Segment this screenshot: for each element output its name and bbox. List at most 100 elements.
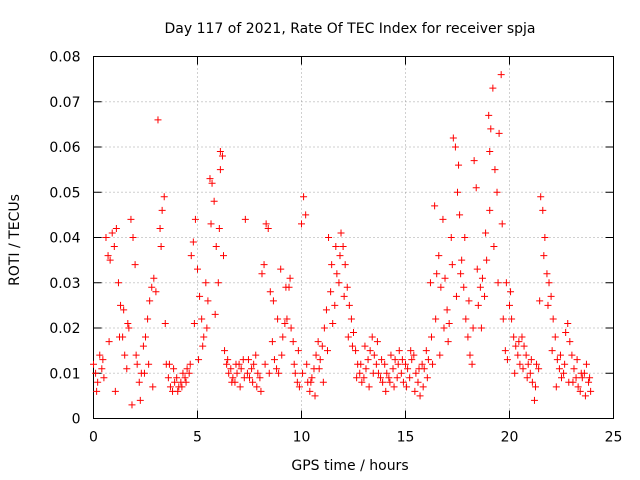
data-point	[398, 356, 406, 364]
data-point	[277, 265, 285, 273]
data-point	[165, 360, 173, 368]
data-point	[228, 378, 236, 386]
data-point	[253, 383, 261, 391]
data-point	[486, 206, 494, 214]
data-point	[237, 365, 245, 373]
data-point	[390, 383, 398, 391]
data-point	[252, 351, 260, 359]
data-point	[210, 197, 218, 205]
data-point	[229, 374, 237, 382]
data-point	[244, 356, 252, 364]
data-point	[150, 274, 158, 282]
data-point	[202, 279, 210, 287]
data-point	[352, 347, 360, 355]
data-point	[553, 356, 561, 364]
data-point	[157, 243, 165, 251]
data-point	[457, 270, 465, 278]
data-point	[121, 351, 129, 359]
chart-title: Day 117 of 2021, Rate Of TEC Index for r…	[164, 21, 535, 37]
data-point	[278, 351, 286, 359]
data-point	[282, 283, 290, 291]
data-point	[315, 365, 323, 373]
x-tick-label: 10	[293, 430, 311, 446]
data-point	[221, 347, 229, 355]
data-point	[482, 229, 490, 237]
data-point	[139, 342, 147, 350]
data-point	[295, 383, 303, 391]
data-point	[419, 383, 427, 391]
data-point	[327, 288, 335, 296]
data-point	[170, 365, 178, 373]
data-point	[364, 356, 372, 364]
data-point	[149, 383, 157, 391]
data-point	[243, 369, 251, 377]
data-point	[377, 374, 385, 382]
data-point	[502, 279, 510, 287]
data-point	[189, 238, 197, 246]
data-point	[92, 369, 100, 377]
data-point	[108, 229, 116, 237]
x-tick-label: 0	[89, 430, 98, 446]
data-point	[100, 374, 108, 382]
data-point	[248, 365, 256, 373]
data-point	[560, 369, 568, 377]
data-point	[142, 333, 149, 341]
data-point	[146, 297, 154, 305]
data-point	[406, 374, 414, 382]
data-point	[124, 319, 132, 327]
data-point	[158, 206, 166, 214]
data-point	[581, 392, 589, 400]
data-point	[152, 288, 160, 296]
data-point	[311, 392, 319, 400]
data-point	[224, 356, 232, 364]
data-point	[216, 148, 224, 156]
data-point	[256, 374, 264, 382]
data-point	[464, 333, 472, 341]
data-point	[545, 279, 553, 287]
data-point	[516, 360, 524, 368]
data-point	[287, 324, 295, 332]
data-point	[393, 374, 401, 382]
data-point	[576, 387, 584, 395]
data-point	[333, 270, 341, 278]
data-point	[362, 365, 370, 373]
data-point	[518, 333, 526, 341]
data-point	[135, 378, 143, 386]
y-tick-label: 0.01	[49, 366, 80, 382]
data-point	[302, 211, 310, 219]
data-point	[319, 378, 327, 386]
data-point	[356, 369, 364, 377]
data-point	[468, 360, 476, 368]
data-point	[507, 288, 515, 296]
data-point	[98, 365, 106, 373]
data-point	[337, 229, 345, 237]
data-point	[423, 374, 431, 382]
data-point	[432, 315, 440, 323]
data-point	[522, 351, 530, 359]
data-point	[241, 215, 249, 223]
data-point	[283, 315, 291, 323]
y-tick-label: 0.02	[49, 321, 80, 337]
data-point	[515, 338, 523, 346]
data-point	[90, 360, 97, 368]
data-point	[104, 252, 112, 260]
data-point	[523, 374, 531, 382]
data-point	[211, 310, 219, 318]
data-point	[120, 306, 128, 314]
y-tick-label: 0.06	[49, 140, 80, 156]
data-point	[264, 224, 272, 232]
data-point	[486, 148, 494, 156]
x-tick-label: 5	[193, 430, 202, 446]
data-point	[348, 342, 356, 350]
data-point	[566, 338, 574, 346]
data-point	[291, 369, 299, 377]
data-point	[570, 365, 578, 373]
data-point	[106, 256, 114, 264]
data-point	[472, 184, 480, 192]
data-point	[181, 374, 189, 382]
data-point	[123, 365, 131, 373]
data-point	[587, 387, 595, 395]
data-point	[437, 283, 445, 291]
data-point	[373, 338, 381, 346]
data-point	[519, 365, 527, 373]
